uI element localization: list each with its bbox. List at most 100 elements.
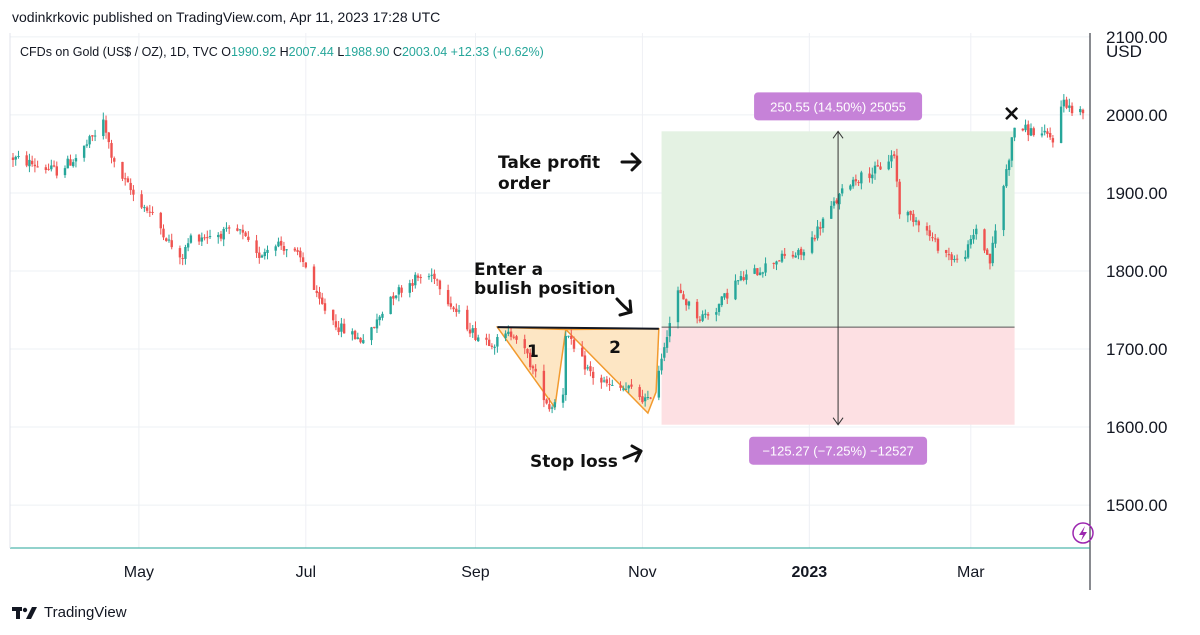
candle-body bbox=[274, 246, 277, 251]
annotation-take-profit-line1: Take profit bbox=[498, 153, 600, 173]
candle-body bbox=[123, 178, 127, 180]
candle-body bbox=[1079, 108, 1082, 113]
candle-body bbox=[849, 185, 852, 190]
candle-body bbox=[181, 258, 184, 260]
candle-body bbox=[813, 237, 817, 240]
candle-body bbox=[208, 236, 212, 238]
candle-body bbox=[378, 316, 381, 321]
candle-body bbox=[802, 252, 806, 256]
candle-body bbox=[107, 132, 110, 143]
candle-body bbox=[892, 154, 896, 156]
y-tick-label: 2000.00 bbox=[1106, 106, 1167, 125]
candle-body bbox=[906, 212, 910, 216]
candle-body bbox=[337, 327, 340, 333]
candle-body bbox=[684, 299, 688, 306]
candle-body bbox=[909, 211, 912, 215]
candle-body bbox=[1043, 130, 1046, 133]
candle-body bbox=[627, 385, 630, 389]
tradingview-logo-icon bbox=[12, 606, 37, 619]
candle-body bbox=[457, 310, 461, 312]
candle-body bbox=[739, 276, 743, 281]
candle-body bbox=[679, 289, 682, 294]
candle-body bbox=[887, 161, 890, 170]
candle-body bbox=[351, 331, 354, 335]
candle-body bbox=[1068, 105, 1071, 108]
candle-body bbox=[474, 328, 477, 340]
candle-body bbox=[238, 229, 242, 231]
candle-body bbox=[851, 179, 855, 187]
candle-body bbox=[736, 280, 740, 282]
candle-body bbox=[761, 272, 765, 274]
candle-body bbox=[914, 220, 918, 222]
candle-body bbox=[955, 258, 959, 260]
candle-body bbox=[1048, 132, 1052, 138]
legend-part: +12.33 (+0.62%) bbox=[451, 45, 544, 59]
candle-body bbox=[490, 345, 494, 347]
candle-body bbox=[266, 249, 269, 253]
candle-body bbox=[1062, 99, 1066, 107]
entry-arrow bbox=[615, 297, 633, 317]
candle-body bbox=[704, 313, 707, 315]
candle-body bbox=[293, 248, 297, 251]
candle-body bbox=[55, 166, 58, 176]
candle-body bbox=[1005, 169, 1008, 187]
candle-body bbox=[225, 227, 228, 229]
candle-body bbox=[589, 366, 592, 372]
candle-body bbox=[917, 221, 921, 226]
candle-body bbox=[611, 384, 614, 386]
x-tick-label: Jul bbox=[296, 564, 316, 581]
candle-body bbox=[312, 266, 316, 290]
candle-body bbox=[835, 200, 838, 204]
candle-body bbox=[509, 331, 513, 337]
candle-body bbox=[91, 135, 94, 137]
pattern-label-2: 2 bbox=[609, 338, 621, 358]
candle-body bbox=[102, 119, 105, 137]
candle-body bbox=[717, 304, 721, 313]
y-tick-label: 1700.00 bbox=[1106, 340, 1167, 359]
candle-body bbox=[197, 234, 201, 242]
annotation-entry-line1: Enter a bbox=[474, 260, 543, 280]
candle-body bbox=[47, 168, 50, 170]
candle-body bbox=[572, 339, 576, 349]
annotation-stop-loss: Stop loss bbox=[530, 452, 618, 472]
axis-top-cover bbox=[1091, 0, 1200, 57]
candle-body bbox=[564, 336, 567, 395]
candle-body bbox=[646, 396, 650, 398]
pattern-label-1: 1 bbox=[527, 342, 539, 362]
candle-body bbox=[994, 230, 997, 244]
candle-body bbox=[17, 156, 20, 158]
candle-body bbox=[764, 263, 767, 273]
position-overlay: 250.55 (14.50%) 25055 −125.27 (−7.25%) −1… bbox=[497, 92, 1021, 465]
candle-body bbox=[247, 236, 250, 240]
candle-body bbox=[624, 388, 628, 390]
candle-body bbox=[561, 394, 565, 403]
candle-body bbox=[934, 238, 937, 240]
candle-body bbox=[529, 352, 532, 368]
candle-body bbox=[586, 367, 589, 369]
candle-body bbox=[126, 178, 130, 183]
x-tick-label: Sep bbox=[461, 564, 490, 581]
candle-body bbox=[299, 250, 302, 258]
candle-body bbox=[110, 143, 113, 158]
y-tick-label: 1500.00 bbox=[1106, 496, 1167, 515]
candle-body bbox=[791, 254, 795, 257]
candle-body bbox=[663, 347, 666, 358]
legend-part: H bbox=[280, 45, 289, 59]
candle-body bbox=[260, 255, 264, 258]
candle-body bbox=[113, 158, 116, 162]
candle-body bbox=[944, 250, 948, 254]
candle-body bbox=[649, 397, 652, 399]
candle-body bbox=[548, 404, 551, 410]
candle-body bbox=[676, 290, 680, 323]
candle-body bbox=[950, 254, 953, 260]
candle-body bbox=[504, 333, 507, 339]
candle-body bbox=[715, 312, 718, 315]
candle-body bbox=[531, 366, 535, 369]
candle-body bbox=[1081, 109, 1085, 114]
candle-body bbox=[11, 157, 15, 160]
candle-body bbox=[783, 253, 786, 256]
candle-body bbox=[567, 335, 570, 337]
footer-brand: TradingView bbox=[12, 604, 127, 621]
